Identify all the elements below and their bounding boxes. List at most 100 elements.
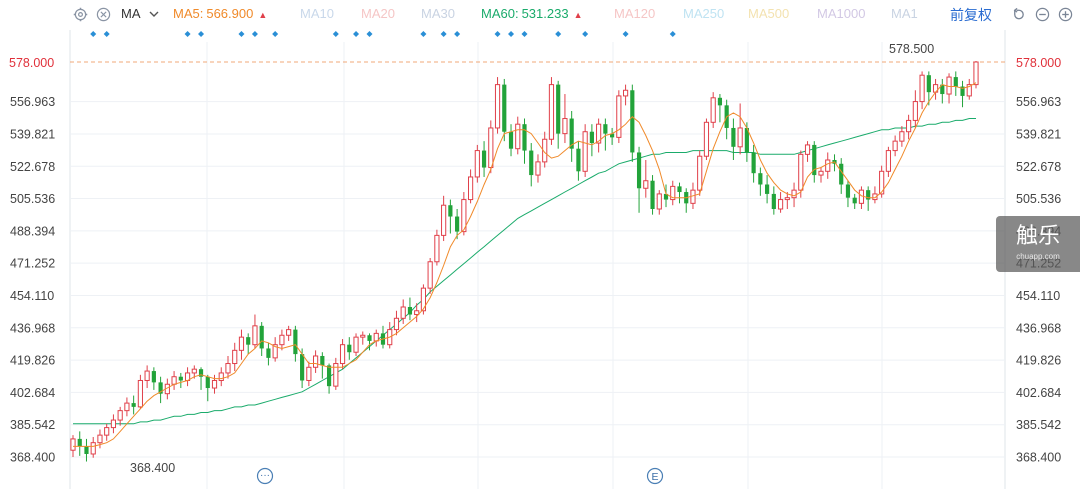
candle — [232, 342, 238, 372]
candle — [839, 158, 844, 194]
event-marker — [420, 31, 427, 37]
ma-legend-item[interactable]: MA5: 566.900 ▲ — [173, 6, 267, 21]
candle — [448, 199, 453, 234]
ma-legend-item[interactable]: MA1 — [891, 6, 918, 21]
event-marker — [454, 31, 461, 37]
settings-icon[interactable] — [72, 6, 88, 22]
candle-body — [117, 410, 123, 421]
candle — [610, 127, 615, 145]
event-marker — [555, 31, 562, 37]
zoom-in-icon[interactable] — [1057, 6, 1073, 22]
y-tick-label-left: 368.400 — [10, 451, 55, 465]
candle-body — [812, 144, 817, 176]
ma-legend-label: MA5: — [173, 6, 204, 21]
candle — [670, 180, 676, 206]
ma-legend-item[interactable]: MA500 — [748, 6, 789, 21]
ma-legend-item[interactable]: MA1000 — [817, 6, 865, 21]
candle — [300, 348, 305, 389]
ma-legend-item[interactable]: MA250 — [683, 6, 724, 21]
candle — [400, 299, 406, 324]
zoom-out-icon[interactable] — [1034, 6, 1050, 22]
candle-body — [622, 89, 629, 97]
candle — [697, 150, 703, 196]
candle — [90, 437, 96, 458]
candle — [548, 77, 555, 145]
current-price-tag-right-bg — [1007, 53, 1073, 70]
candle — [703, 118, 710, 160]
candle-body — [872, 193, 878, 201]
candle — [818, 167, 824, 183]
trend-up-icon: ▲ — [258, 10, 268, 20]
candle-body — [899, 131, 905, 142]
ma60-line — [73, 118, 976, 425]
ma-legend-item[interactable]: MA60: 531.233 ▲ — [481, 6, 583, 21]
candle — [151, 367, 156, 390]
y-tick-label-right: 385.542 — [1016, 418, 1061, 432]
candle — [97, 429, 103, 449]
ma-legend-item[interactable]: MA10 — [300, 6, 334, 21]
y-tick-label-right: 419.826 — [1016, 354, 1061, 368]
y-tick-label-left: 522.678 — [10, 160, 55, 174]
ma-legend-item[interactable]: MA120 — [614, 6, 655, 21]
candle-body — [777, 199, 784, 210]
candle — [812, 141, 817, 183]
candle-body — [562, 118, 568, 135]
candle-body — [677, 186, 682, 193]
earnings-event-icon[interactable]: E — [646, 467, 664, 485]
y-tick-label-left: 436.968 — [10, 321, 55, 335]
candle-body — [286, 329, 292, 336]
candle-body — [885, 150, 891, 172]
candle-body — [300, 354, 305, 381]
candle — [380, 325, 386, 349]
candle — [178, 372, 183, 389]
ma5-line — [73, 82, 977, 447]
candle — [576, 141, 581, 181]
y-tick-label-left: 402.684 — [10, 386, 55, 400]
undo-icon[interactable] — [1010, 6, 1026, 22]
candle-body — [178, 376, 183, 381]
candle — [434, 229, 440, 266]
more-events-icon[interactable]: ··· — [256, 467, 274, 485]
chevron-down-icon[interactable] — [146, 6, 162, 22]
candle — [885, 146, 891, 177]
ma-legend-label: MA1 — [891, 6, 918, 21]
y-tick-label-right: 539.821 — [1016, 127, 1061, 141]
candle-body — [582, 131, 588, 172]
ma-selector[interactable]: MA — [121, 6, 141, 21]
current-price-tag-right: 578.000 — [1016, 56, 1061, 70]
candle — [906, 114, 912, 140]
candle — [966, 78, 972, 100]
candle-body — [765, 184, 770, 194]
candle — [252, 314, 258, 349]
candle-body — [488, 127, 494, 169]
candle-body — [529, 150, 534, 176]
high-price-label: 578.500 — [889, 42, 934, 56]
candle — [387, 322, 393, 349]
candle-body — [548, 84, 555, 140]
candle-body — [731, 127, 736, 147]
candle — [144, 365, 150, 389]
candle-body — [211, 379, 218, 389]
candle — [845, 180, 851, 208]
candle — [333, 357, 339, 390]
candle — [751, 144, 756, 183]
price-adjust-button[interactable]: 前复权 — [950, 7, 992, 23]
candle — [205, 374, 210, 402]
close-icon[interactable] — [95, 6, 111, 22]
watermark-title: 触乐 — [1015, 224, 1060, 249]
candle — [899, 126, 905, 147]
event-marker — [251, 31, 258, 37]
ma-legend-value: 566.900 — [206, 6, 254, 21]
event-marker — [366, 31, 373, 37]
candle — [932, 78, 939, 100]
ma-legend-item[interactable]: MA20 — [361, 6, 395, 21]
candle-body — [663, 193, 669, 200]
candle — [765, 175, 770, 204]
candle — [866, 186, 871, 211]
ma-legend-item[interactable]: MA30 — [421, 6, 455, 21]
event-marker — [521, 31, 528, 37]
ma-legend-label: MA250 — [683, 6, 725, 21]
ma-legend-value: 531.233 — [521, 6, 569, 21]
candle-body — [596, 123, 602, 144]
